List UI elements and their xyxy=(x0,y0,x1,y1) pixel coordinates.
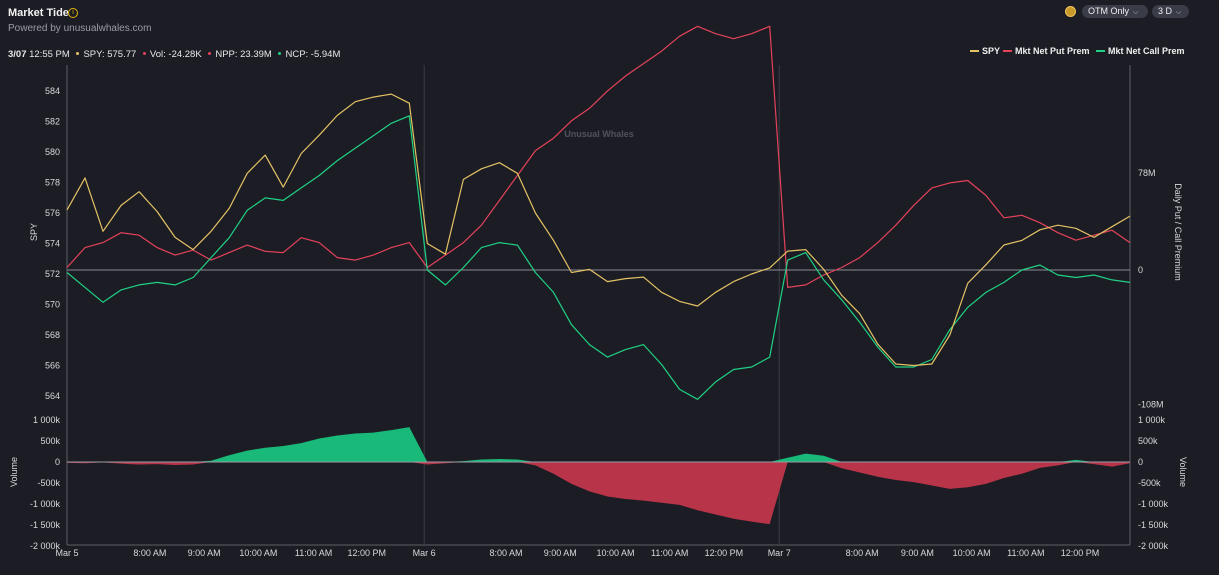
x-tick-label: 11:00 AM xyxy=(295,548,332,558)
volume-axis-label-left: Volume xyxy=(9,457,19,487)
x-tick-label: 10:00 AM xyxy=(953,548,991,558)
legend-swatch xyxy=(1096,49,1105,52)
x-tick-label: Mar 7 xyxy=(768,548,791,558)
spy-tick-label: 582 xyxy=(45,117,60,127)
volume-area-negative xyxy=(67,462,1130,525)
spy-tick-label: 564 xyxy=(45,391,60,401)
x-tick-label: 9:00 AM xyxy=(901,548,934,558)
spy-tick-label: 584 xyxy=(45,86,60,96)
spy-tick-label: 566 xyxy=(45,361,60,371)
volume-tick-right: 1 000k xyxy=(1138,415,1166,425)
status-vol: Vol: -24.28K xyxy=(149,49,202,60)
spy-tick-label: 578 xyxy=(45,178,60,188)
volume-tick-left: 0 xyxy=(55,457,60,467)
volume-tick-left: 500k xyxy=(40,436,60,446)
range-label: 3 D xyxy=(1158,6,1173,16)
volume-tick-left: -1 000k xyxy=(30,499,61,509)
spy-tick-label: 568 xyxy=(45,330,60,340)
x-tick-label: Mar 5 xyxy=(55,548,78,558)
x-tick-label: 9:00 AM xyxy=(188,548,221,558)
spy-tick-label: 580 xyxy=(45,147,60,157)
status-ncp: NCP: -5.94M xyxy=(285,49,341,60)
npp-dot-icon xyxy=(208,52,212,55)
x-tick-label: 11:00 AM xyxy=(651,548,688,558)
powered-by-text: Powered by unusualwhales.com xyxy=(8,23,152,34)
legend-item-call[interactable]: Mkt Net Call Prem xyxy=(1096,46,1185,56)
volume-axis-label-right: Volume xyxy=(1178,457,1188,487)
premium-axis-label: Daily Put / Call Premium xyxy=(1173,183,1183,281)
legend-swatch xyxy=(1003,49,1012,52)
legend-item-put[interactable]: Mkt Net Put Prem xyxy=(1003,46,1090,56)
otm-filter-dropdown[interactable]: OTM Only ⌵ xyxy=(1082,5,1148,18)
spy-tick-label: 572 xyxy=(45,269,60,279)
x-tick-label: 8:00 AM xyxy=(133,548,166,558)
otm-filter-label: OTM Only xyxy=(1088,6,1130,16)
chevron-down-icon: ⌵ xyxy=(1176,9,1182,16)
status-date: 3/07 xyxy=(8,49,27,60)
volume-tick-left: 1 000k xyxy=(33,415,61,425)
volume-tick-right: -1 000k xyxy=(1138,499,1169,509)
volume-tick-left: -2 000k xyxy=(30,541,61,551)
spy-dot-icon xyxy=(76,52,80,55)
x-tick-label: 11:00 AM xyxy=(1007,548,1044,558)
spy-tick-label: 576 xyxy=(45,208,60,218)
x-tick-label: 9:00 AM xyxy=(544,548,577,558)
info-icon[interactable]: i xyxy=(68,8,78,18)
x-tick-label: 8:00 AM xyxy=(846,548,879,558)
premium-tick-label: 0 xyxy=(1138,265,1143,275)
volume-tick-right: 0 xyxy=(1138,457,1143,467)
page-title: Market Tide xyxy=(8,7,69,19)
spy-tick-label: 570 xyxy=(45,300,60,310)
watermark: Unusual Whales xyxy=(564,129,634,139)
x-tick-label: 12:00 PM xyxy=(348,548,387,558)
x-tick-label: Mar 6 xyxy=(413,548,436,558)
x-tick-label: 8:00 AM xyxy=(490,548,523,558)
status-time: 12:55 PM xyxy=(29,49,70,60)
status-spy: SPY: 575.77 xyxy=(83,49,137,60)
volume-tick-left: -500k xyxy=(37,478,60,488)
premium-tick-label: -108M xyxy=(1138,399,1164,409)
x-tick-label: 10:00 AM xyxy=(596,548,634,558)
premium-tick-label: 78M xyxy=(1138,168,1156,178)
range-dropdown[interactable]: 3 D ⌵ xyxy=(1152,5,1189,18)
spy-axis-label: SPY xyxy=(29,223,39,241)
x-tick-label: 10:00 AM xyxy=(239,548,277,558)
legend-item-spy[interactable]: SPY xyxy=(970,46,1000,56)
coin-icon[interactable] xyxy=(1065,6,1076,17)
status-npp: NPP: 23.39M xyxy=(215,49,272,60)
call-premium-series xyxy=(66,115,1131,400)
x-tick-label: 12:00 PM xyxy=(1061,548,1100,558)
vol-dot-icon xyxy=(142,52,146,55)
x-tick-label: 12:00 PM xyxy=(705,548,744,558)
spy-series xyxy=(66,93,1131,367)
status-readout: 3/07 12:55 PM SPY: 575.77 Vol: -24.28K N… xyxy=(8,49,340,60)
volume-area-positive xyxy=(67,427,1130,462)
spy-tick-label: 574 xyxy=(45,239,60,249)
chevron-down-icon: ⌵ xyxy=(1133,9,1139,16)
volume-tick-right: 500k xyxy=(1138,436,1158,446)
ncp-dot-icon xyxy=(278,52,282,55)
volume-tick-right: -500k xyxy=(1138,478,1161,488)
volume-tick-right: -1 500k xyxy=(1138,520,1169,530)
volume-tick-left: -1 500k xyxy=(30,520,61,530)
volume-tick-right: -2 000k xyxy=(1138,541,1169,551)
legend-swatch xyxy=(970,49,979,52)
put-premium-series xyxy=(66,25,1131,288)
